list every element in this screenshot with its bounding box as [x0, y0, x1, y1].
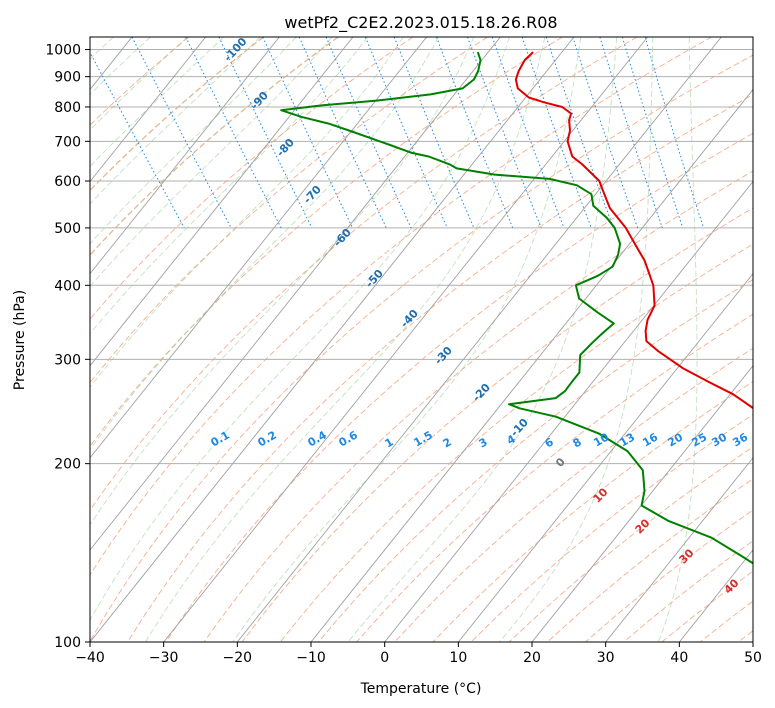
moist-adiabat-line — [90, 37, 475, 526]
x-tick-label: 50 — [744, 650, 762, 666]
dry-adiabat-line — [90, 37, 563, 448]
mixing-ratio-line — [545, 37, 614, 229]
mixing-ratio-line — [644, 37, 705, 229]
moist-adiabat-line — [90, 37, 439, 451]
chart-title: wetPf2_C2E2.2023.015.18.26.R08 — [284, 13, 557, 33]
mixing-ratio-line — [393, 37, 475, 229]
y-tick-label: 900 — [54, 70, 81, 86]
x-tick-label: 20 — [523, 650, 541, 666]
isotherm-line — [531, 365, 753, 642]
mixing-ratio-line — [467, 37, 542, 229]
profiles — [280, 51, 753, 565]
mixing-ratio-line — [325, 37, 412, 229]
isotherm-line — [90, 37, 428, 459]
isotherm-line — [163, 37, 649, 642]
dry-adiabat-line — [90, 37, 712, 576]
dry-adiabat-line — [90, 37, 190, 126]
y-tick-label: 700 — [54, 134, 81, 150]
isotherm-line — [310, 88, 753, 642]
y-tick-label: 200 — [54, 457, 81, 473]
isotherm-line — [236, 37, 722, 642]
mixing-ratio-line — [491, 37, 565, 229]
dry-adiabat-line — [279, 243, 753, 642]
moist-adiabat-line — [499, 37, 654, 642]
dry-adiabat-line — [165, 132, 753, 642]
isotherms — [90, 37, 753, 642]
isotherm-line — [605, 457, 753, 642]
y-tick-label: 600 — [54, 174, 81, 190]
dry-adiabat-line — [90, 37, 264, 192]
mixing-ratio-line — [599, 37, 663, 229]
x-tick-label: 10 — [449, 650, 467, 666]
isotherm-line — [90, 37, 280, 275]
dry-adiabat-line — [90, 37, 414, 320]
dry-adiabats — [90, 37, 753, 642]
x-tick-label: −40 — [75, 650, 105, 666]
y-tick-label: 100 — [54, 635, 81, 651]
plot-area: -100-90-80-70-60-50-40-30-20-100.1 0.2 0.4… — [90, 37, 753, 642]
axes: −40 −30 −20 −10 0 10 20 30 40 50 100 200 300 400 500 60… — [45, 43, 762, 666]
mixing-ratio-line — [435, 37, 514, 229]
isotherm-line — [457, 272, 753, 642]
mixing-ratio-line — [185, 37, 282, 229]
x-tick-label: −10 — [296, 650, 326, 666]
isotherm-line — [90, 37, 575, 642]
moist-adiabat-line — [90, 37, 261, 205]
y-axis-label: Pressure (hPa) — [12, 290, 28, 390]
isotherm-line — [90, 37, 354, 367]
mixing-ratio-line — [572, 37, 639, 229]
moist-adiabat-line — [90, 37, 369, 335]
x-tick-label: 0 — [380, 650, 389, 666]
dry-adiabat-line — [203, 170, 753, 642]
x-tick-label: −30 — [149, 650, 179, 666]
dry-adiabat-line — [318, 278, 753, 642]
mixing-ratio-line — [364, 37, 448, 229]
isotherm-line — [90, 37, 207, 183]
moist-adiabat-line — [90, 37, 404, 388]
isotherm-line — [384, 180, 753, 642]
moist-adiabat-line — [90, 37, 333, 288]
moist-adiabat-line — [657, 37, 698, 642]
plot-frame — [89, 36, 754, 643]
dry-adiabat-line — [90, 54, 753, 642]
dry-adiabat-line — [394, 347, 753, 642]
y-tick-label: 1000 — [45, 43, 81, 59]
x-tick-label: −20 — [223, 650, 253, 666]
moist-adiabat-line — [90, 37, 510, 621]
moist-adiabat-line — [90, 37, 297, 245]
y-tick-label: 500 — [54, 221, 81, 237]
y-tick-label: 400 — [54, 278, 81, 294]
x-tick-label: 40 — [670, 650, 688, 666]
dry-adiabat-line — [127, 94, 753, 642]
y-tick-label: 800 — [54, 100, 81, 116]
x-tick-label: 30 — [597, 650, 615, 666]
temperature-profile-line — [514, 51, 753, 410]
y-tick-label: 300 — [54, 352, 81, 368]
x-axis-label: Temperature (°C) — [360, 681, 482, 697]
mixing-ratio-line — [90, 51, 185, 229]
dry-adiabat-line — [90, 37, 638, 512]
dewpoint-profile-line — [280, 51, 753, 565]
moist-adiabat-line — [145, 37, 546, 642]
dry-adiabat-line — [90, 37, 488, 384]
isotherm-line — [90, 37, 501, 551]
